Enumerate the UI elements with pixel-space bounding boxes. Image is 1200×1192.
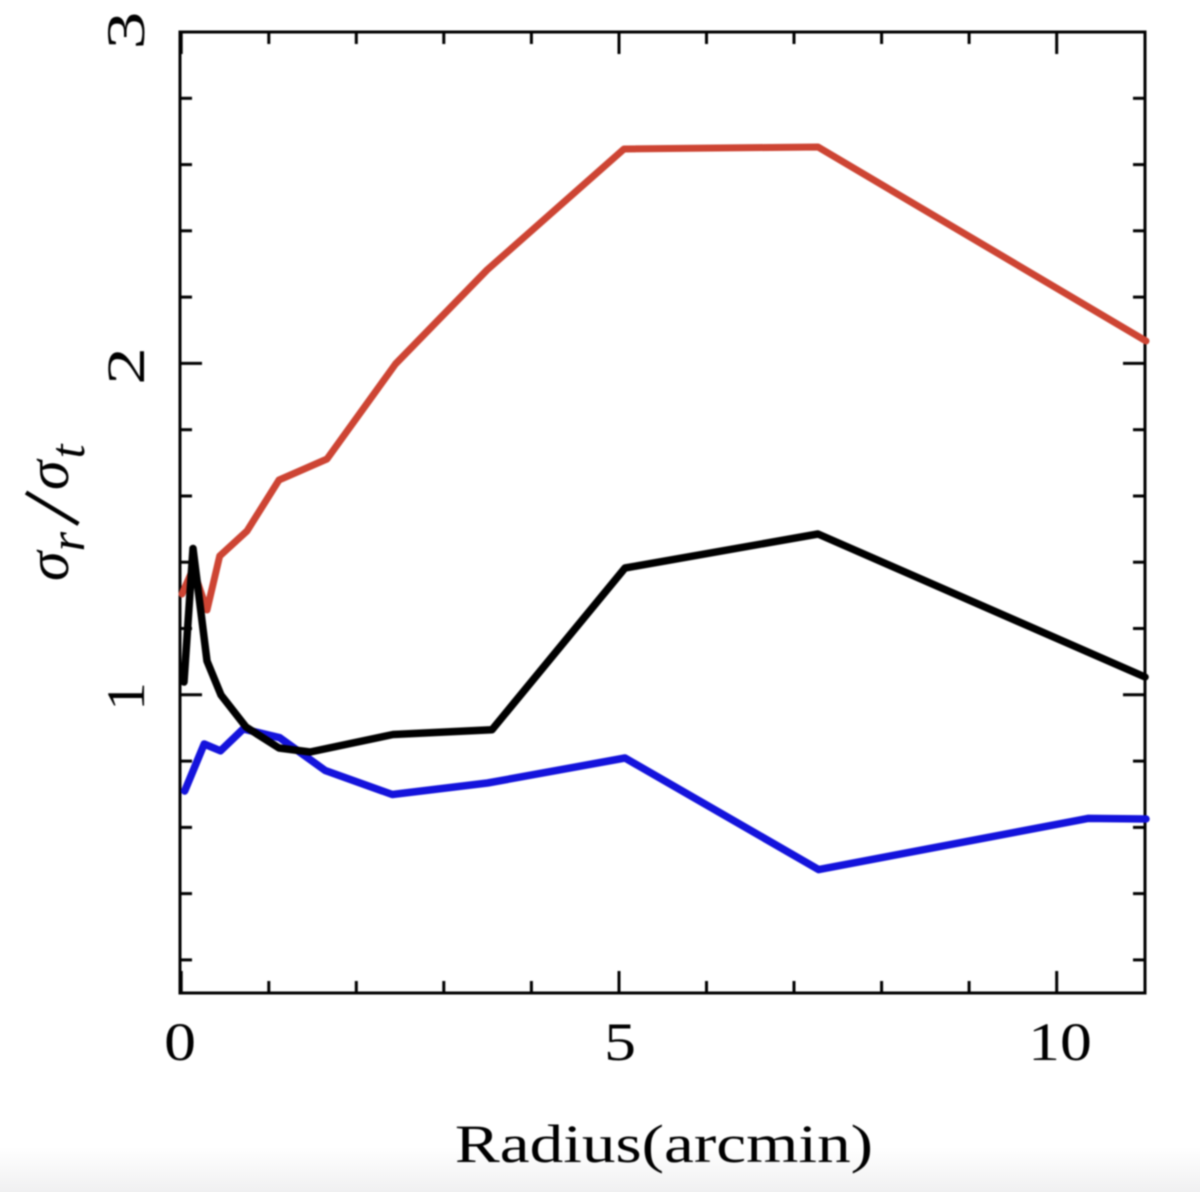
svg-text:3: 3 (96, 12, 156, 50)
svg-text:1: 1 (96, 682, 155, 710)
svg-text:5: 5 (604, 1012, 636, 1072)
svg-text:σr: σr (15, 531, 95, 581)
svg-text:0: 0 (164, 1012, 196, 1072)
svg-text:σt: σt (15, 443, 95, 490)
svg-text:10: 10 (1028, 1012, 1092, 1072)
svg-text:2: 2 (96, 347, 156, 385)
svg-text:Radius(arcmin): Radius(arcmin) (455, 1115, 873, 1174)
